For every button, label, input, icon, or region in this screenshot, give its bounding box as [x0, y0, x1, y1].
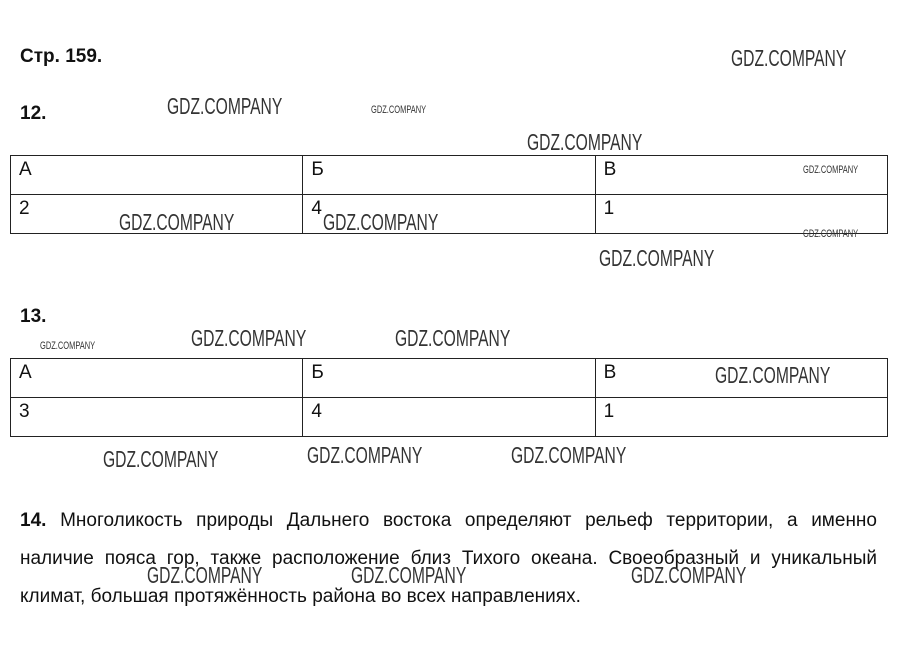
watermark: GDZ.COMPANY	[631, 562, 747, 588]
watermark: GDZ.COMPANY	[191, 325, 307, 351]
table-cell: 1	[594, 397, 889, 437]
table-cell: 2	[9, 194, 304, 234]
watermark: GDZ.COMPANY	[803, 164, 859, 176]
task-14-number: 14.	[20, 510, 47, 531]
table-cell: А	[9, 358, 304, 398]
watermark: GDZ.COMPANY	[371, 104, 427, 116]
watermark: GDZ.COMPANY	[167, 93, 283, 119]
task-14-text: Многоликость природы Дальнего востока оп…	[20, 510, 877, 607]
table-cell: 4	[302, 194, 596, 234]
watermark: GDZ.COMPANY	[40, 340, 96, 352]
table-cell: 4	[302, 397, 596, 437]
task-12-number: 12.	[20, 103, 47, 124]
table-cell: А	[9, 155, 304, 195]
task-14-answer: 14. Многоликость природы Дальнего восток…	[20, 502, 877, 616]
watermark: GDZ.COMPANY	[395, 325, 511, 351]
table-cell: 1	[594, 194, 889, 234]
task-13-number: 13.	[20, 306, 47, 327]
task-12-table: А Б В 2 4 1	[9, 155, 889, 234]
watermark: GDZ.COMPANY	[803, 228, 859, 240]
table-header-row: А Б В	[9, 155, 889, 195]
watermark: GDZ.COMPANY	[147, 562, 263, 588]
table-cell: Б	[302, 358, 596, 398]
table-row: 2 4 1	[9, 194, 889, 234]
watermark: GDZ.COMPANY	[119, 209, 235, 235]
table-row: 3 4 1	[9, 397, 889, 437]
page-header: Стр. 159.	[20, 46, 103, 67]
table-cell: 3	[9, 397, 304, 437]
watermark: GDZ.COMPANY	[715, 362, 831, 388]
watermark: GDZ.COMPANY	[527, 129, 643, 155]
watermark: GDZ.COMPANY	[731, 45, 847, 71]
task-13-table: А Б В 3 4 1	[9, 358, 889, 437]
table-cell: Б	[302, 155, 596, 195]
watermark: GDZ.COMPANY	[511, 442, 627, 468]
watermark: GDZ.COMPANY	[323, 209, 439, 235]
watermark: GDZ.COMPANY	[103, 446, 219, 472]
watermark: GDZ.COMPANY	[351, 562, 467, 588]
watermark: GDZ.COMPANY	[307, 442, 423, 468]
watermark: GDZ.COMPANY	[599, 245, 715, 271]
